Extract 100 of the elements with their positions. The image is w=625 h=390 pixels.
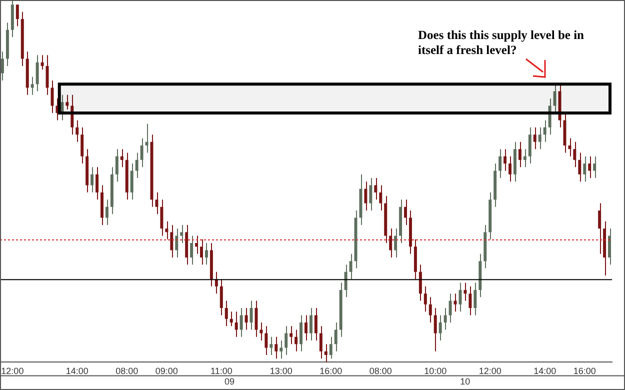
x-tick-label: 08:00 — [369, 366, 392, 376]
candlestick — [319, 326, 322, 360]
candlestick — [280, 340, 283, 360]
candlestick — [424, 286, 427, 312]
candlestick — [204, 242, 208, 266]
candlestick — [175, 228, 178, 258]
candlestick — [454, 293, 457, 312]
candlestick — [379, 184, 382, 211]
candlestick — [418, 264, 422, 302]
candlestick — [349, 253, 352, 280]
x-tick-label: 09:00 — [155, 366, 178, 376]
candlestick — [324, 344, 328, 363]
candlestick — [438, 314, 442, 342]
x-tick-label: 10:00 — [424, 366, 447, 376]
candlestick — [504, 148, 507, 172]
candlestick — [434, 308, 437, 352]
candlestick — [444, 308, 447, 330]
candlestick — [508, 156, 512, 182]
candlestick — [30, 76, 34, 96]
candlestick — [573, 141, 576, 168]
x-tick-label: 12:00 — [1, 366, 24, 376]
candlestick — [190, 235, 194, 266]
candlestick — [309, 308, 312, 342]
candlestick — [428, 296, 432, 323]
text: 09 — [224, 376, 235, 387]
candlestick — [155, 192, 158, 215]
candlestick — [195, 235, 198, 254]
candlestick — [46, 54, 49, 96]
candlestick — [538, 126, 542, 150]
candlestick — [130, 163, 134, 200]
candlestick — [214, 271, 218, 294]
candlestick — [394, 228, 398, 258]
candlestick — [120, 148, 124, 168]
candlestick — [304, 314, 308, 342]
candlestick — [294, 329, 298, 352]
candlestick — [240, 308, 243, 338]
candlestick — [364, 181, 368, 211]
candlestick — [583, 156, 586, 182]
x-tick-label: 13:00 — [270, 366, 292, 376]
candlestick — [464, 282, 467, 302]
candlestick — [230, 311, 233, 327]
candlestick — [300, 314, 303, 352]
candlestick — [0, 51, 4, 81]
candlestick — [160, 199, 164, 236]
candlestick — [329, 336, 332, 360]
candlestick — [588, 156, 592, 178]
candlestick — [314, 308, 318, 342]
x-tick-label: 16:00 — [573, 366, 596, 376]
candlestick — [369, 177, 372, 211]
candlestick — [598, 202, 602, 254]
x-tick-label: 08:00 — [116, 366, 138, 376]
candlestick — [16, 4, 19, 27]
candlestick — [290, 326, 293, 345]
candlestick — [140, 138, 144, 168]
candlestick — [40, 54, 44, 70]
candlestick — [270, 336, 273, 356]
candlestick — [264, 326, 268, 356]
candlestick — [180, 224, 184, 244]
candlestick — [468, 286, 472, 316]
candlestick — [105, 199, 108, 226]
candlestick — [518, 141, 522, 168]
x-tick-label: 14:00 — [534, 366, 556, 376]
candlestick — [528, 126, 532, 164]
candlestick — [234, 311, 238, 338]
candlestick — [533, 126, 536, 150]
annotation: Does this this supply level be in itself a fresh level? — [418, 28, 586, 58]
candlestick — [36, 54, 39, 92]
candlestick — [170, 224, 174, 258]
x-tick-label: 12:00 — [478, 366, 502, 376]
text: 10 — [460, 376, 470, 387]
candlestick — [498, 148, 502, 178]
candlestick — [96, 166, 99, 200]
candlestick — [90, 166, 94, 193]
candlestick — [260, 322, 263, 342]
candlestick — [250, 300, 253, 330]
candlestick — [448, 293, 452, 323]
candlestick — [578, 152, 582, 182]
x-tick-label: 16:00 — [320, 366, 342, 376]
candlestick — [523, 148, 526, 168]
candlestick — [224, 300, 228, 327]
candlestick — [474, 282, 477, 316]
candlestick — [334, 322, 338, 352]
candlestick — [608, 228, 612, 266]
candlestick — [80, 126, 84, 164]
candlestick — [220, 278, 223, 316]
candlestick — [593, 156, 596, 178]
candlestick — [135, 152, 138, 178]
candlestick — [145, 123, 148, 154]
x-tick-label: 14:00 — [66, 366, 88, 376]
candlestick — [344, 264, 348, 298]
candlestick — [374, 177, 378, 200]
candlestick — [284, 326, 288, 356]
candlestick — [389, 228, 392, 258]
x-tick-label: 11:00 — [210, 366, 232, 376]
candlestick — [244, 308, 248, 330]
candlestick — [404, 199, 408, 226]
candlestick — [76, 120, 79, 142]
candlestick — [543, 120, 546, 142]
candlestick — [553, 84, 556, 114]
candlestick — [274, 336, 278, 360]
